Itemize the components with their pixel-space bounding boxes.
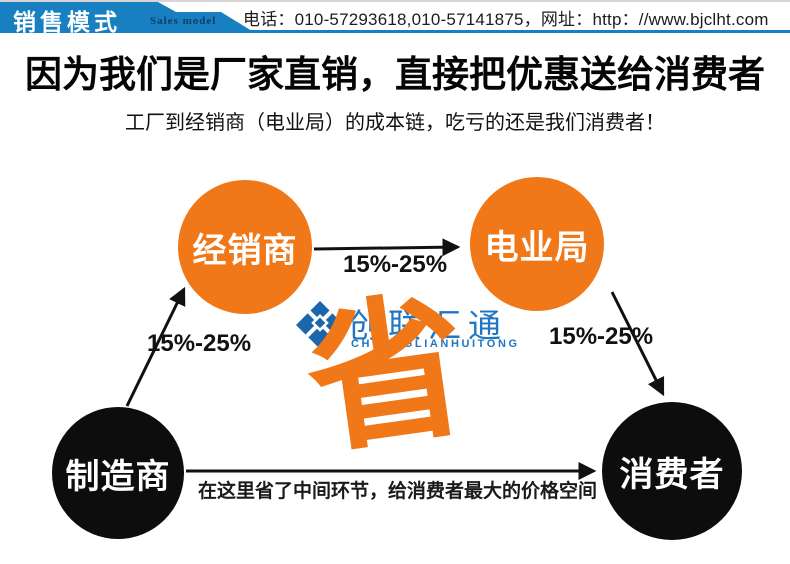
company-logo-icon [296, 301, 344, 350]
edge-label-distributor-bureau: 15%-25% [343, 251, 448, 278]
arrow-distributor-bureau [313, 238, 461, 257]
page-title: 因为我们是厂家直销，直接把优惠送给消费者 [25, 54, 765, 95]
node-power-bureau: 电业局 [470, 177, 604, 311]
node-distributor: 经销商 [178, 180, 312, 314]
edge-label-manufacturer-distributor: 15%-25% [147, 330, 252, 357]
save-character-overlay: 省 [296, 276, 478, 474]
banner-underline [0, 30, 790, 33]
contact-info: 电话：010-57293618,010-57141875，网址：http：//w… [243, 10, 769, 29]
company-logo-subtext: CHUANGLIANHUITONG [351, 338, 520, 350]
node-consumer: 消费者 [602, 402, 742, 540]
edge-label-bureau-consumer: 15%-25% [549, 323, 654, 350]
node-distributor-label: 经销商 [192, 231, 298, 270]
page-subtitle: 工厂到经销商（电业局）的成本链，吃亏的还是我们消费者！ [125, 112, 665, 134]
node-power-bureau-label: 电业局 [484, 228, 590, 267]
company-logo-text: 创联汇通 [348, 307, 508, 344]
section-banner-subtitle: Sales model [150, 15, 217, 27]
section-banner-title: 销售模式 [13, 9, 121, 35]
node-manufacturer: 制造商 [52, 407, 184, 539]
node-manufacturer-label: 制造商 [65, 457, 171, 496]
top-divider [0, 0, 790, 2]
node-consumer-label: 消费者 [619, 455, 725, 494]
edge-label-direct-sale-note: 在这里省了中间环节，给消费者最大的价格空间 [198, 481, 598, 502]
